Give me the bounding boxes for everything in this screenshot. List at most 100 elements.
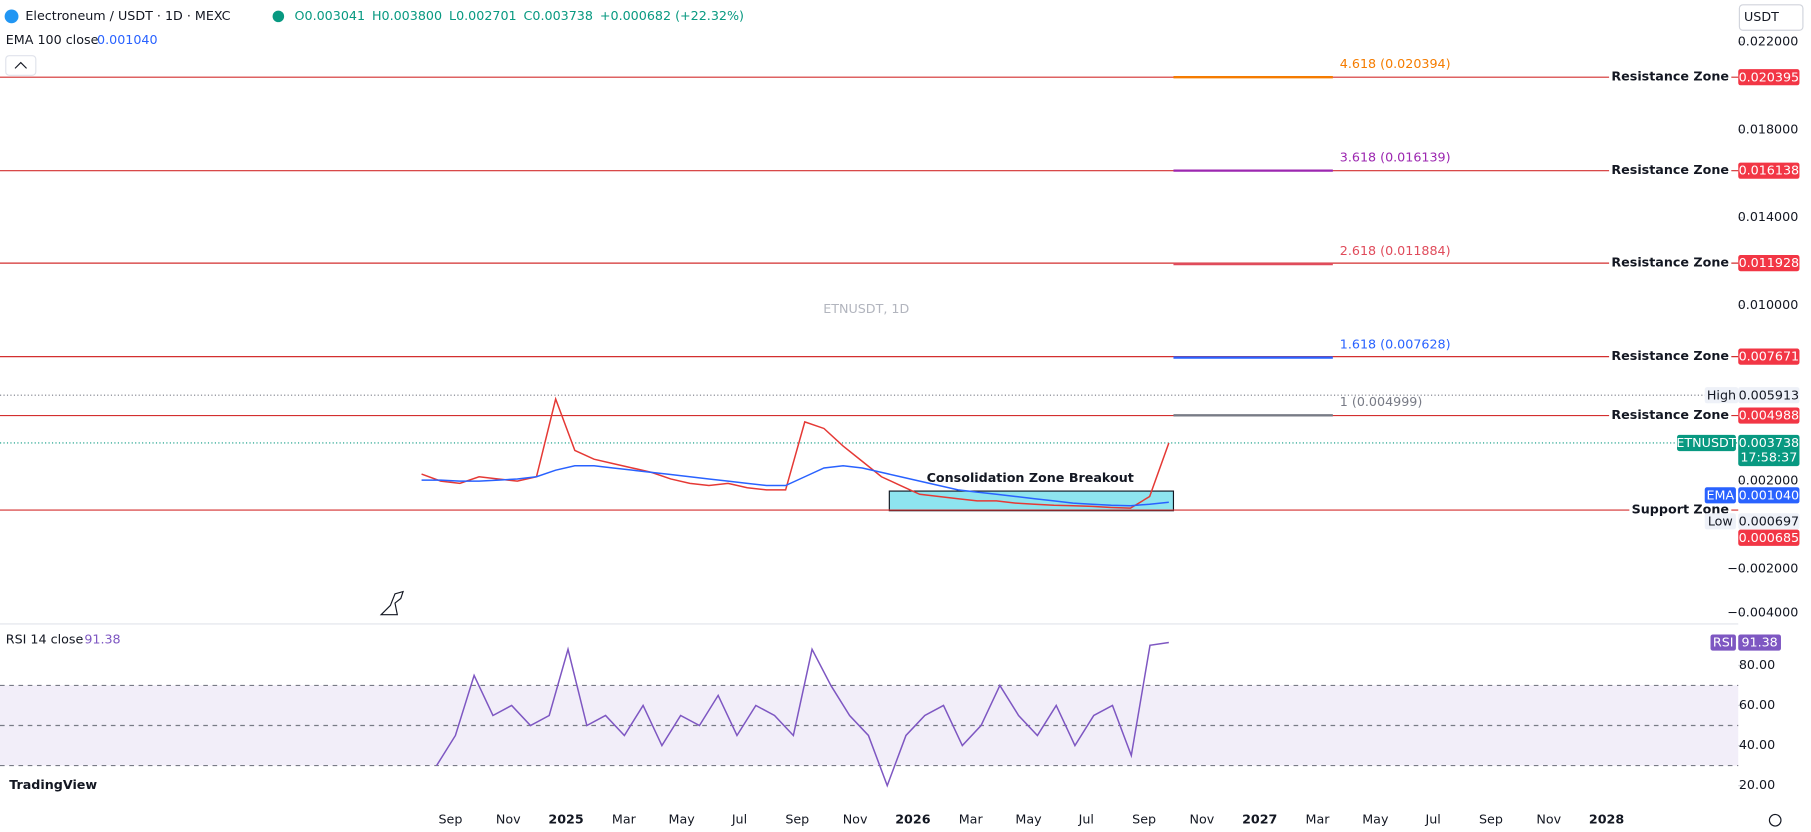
zone-badge-bg <box>1738 255 1800 272</box>
zone-badge: 0.004988 <box>1739 408 1800 423</box>
zone-badge-bg <box>1738 407 1800 424</box>
ohlc-value: C0.003738 <box>524 8 593 23</box>
y-tick-label: −0.002000 <box>1727 560 1798 575</box>
logo: TradingView <box>9 777 97 792</box>
zone-name: Resistance Zone <box>1611 407 1729 422</box>
zone-badge-bg <box>1738 348 1800 365</box>
collapse-button[interactable] <box>5 55 37 76</box>
zone-name: Resistance Zone <box>1611 255 1729 270</box>
x-tick-label: Nov <box>1190 812 1215 827</box>
zone-name: Resistance Zone <box>1611 162 1729 177</box>
mascot-icon <box>379 590 404 616</box>
high-name-bg <box>1704 387 1739 404</box>
x-tick-label: Jul <box>1424 812 1440 827</box>
series-line <box>421 396 1170 509</box>
price-name: ETNUSDT <box>1676 435 1736 450</box>
high-badge-bg <box>1738 387 1800 404</box>
low-name: Low <box>1708 513 1733 528</box>
zone-name: Resistance Zone <box>1611 69 1729 84</box>
x-tick-label: 2027 <box>1242 812 1277 827</box>
y-tick-label: 0.018000 <box>1738 121 1799 136</box>
x-tick-label: Mar <box>959 812 984 827</box>
series-line <box>435 641 1169 788</box>
ema-legend: EMA 100 close <box>6 32 99 47</box>
y-tick-label: 0.002000 <box>1738 473 1799 488</box>
status-dot <box>272 10 285 23</box>
low-name-bg <box>1704 513 1736 530</box>
high-name: High <box>1707 387 1736 402</box>
fib-label: 2.618 (0.011884) <box>1340 243 1451 258</box>
y-tick-label: 60.00 <box>1739 697 1775 712</box>
ema-name: EMA <box>1707 487 1735 502</box>
fib-label: 3.618 (0.016139) <box>1340 149 1451 164</box>
rsi-legend: RSI 14 close <box>6 632 84 647</box>
rsi-badge-bg <box>1738 634 1781 651</box>
currency: USDT <box>1744 9 1779 24</box>
zone-name-bg <box>1609 407 1732 423</box>
price-badge: 0.003738 <box>1739 435 1800 450</box>
collapse-icon <box>14 61 27 69</box>
x-tick-label: Mar <box>612 812 637 827</box>
low-badge: 0.000697 <box>1739 513 1800 528</box>
x-tick-label: 2028 <box>1589 812 1624 827</box>
zone-badge: 0.007671 <box>1739 349 1800 364</box>
zone-name-bg <box>1609 254 1732 270</box>
y-tick-label: 80.00 <box>1739 657 1775 672</box>
y-tick-label: −0.004000 <box>1727 604 1798 619</box>
symbol: Electroneum / USDT · 1D · MEXC <box>25 8 230 23</box>
zone-badge: 0.016138 <box>1739 163 1800 178</box>
x-tick-label: Nov <box>1536 812 1561 827</box>
x-tick-label: Nov <box>843 812 868 827</box>
fib-label: 1.618 (0.007628) <box>1340 336 1451 351</box>
y-tick-label: 20.00 <box>1739 777 1775 792</box>
rsi-badge: 91.38 <box>1741 635 1777 650</box>
x-tick-label: Jul <box>731 812 747 827</box>
x-tick-label: Sep <box>438 812 462 827</box>
settings-icon[interactable] <box>1768 813 1782 827</box>
rsi-name-bg <box>1710 634 1736 651</box>
currency-select[interactable] <box>1738 4 1804 31</box>
ohlc-value: +0.000682 (+22.32%) <box>600 8 744 23</box>
x-tick-label: 2025 <box>548 812 583 827</box>
series-line <box>421 465 1169 507</box>
x-tick-label: May <box>1362 812 1389 827</box>
price-badge-bg <box>1738 434 1800 467</box>
zone-badge-bg <box>1738 529 1800 546</box>
low-badge-bg <box>1738 513 1800 530</box>
x-tick-label: Sep <box>1132 812 1156 827</box>
ohlc-value: O0.003041 <box>295 8 366 23</box>
zone-badge: 0.011928 <box>1739 255 1800 270</box>
zone-badge-bg <box>1738 162 1800 179</box>
fib-label: 1 (0.004999) <box>1340 394 1423 409</box>
price-name-bg <box>1677 434 1736 452</box>
x-tick-label: Nov <box>496 812 521 827</box>
annotation: Consolidation Zone Breakout <box>927 470 1134 485</box>
fib-label: 4.618 (0.020394) <box>1340 56 1451 71</box>
x-tick-label: 2026 <box>895 812 930 827</box>
x-tick-label: May <box>669 812 696 827</box>
consolidation-box <box>888 490 1175 512</box>
y-tick-label: 0.022000 <box>1738 33 1799 48</box>
zone-badge-bg <box>1738 69 1800 86</box>
zone-name-bg <box>1609 348 1732 364</box>
countdown: 17:58:37 <box>1740 449 1797 464</box>
zone-badge: 0.020395 <box>1739 69 1800 84</box>
ohlc-value: H0.003800 <box>372 8 442 23</box>
zone-name-bg <box>1609 68 1732 84</box>
y-tick-label: 0.010000 <box>1738 297 1799 312</box>
zone-name-bg <box>1609 162 1732 178</box>
ema-name-bg <box>1704 487 1736 504</box>
symbol-icon <box>4 9 19 24</box>
zone-name: Resistance Zone <box>1611 348 1729 363</box>
zone-name: Support Zone <box>1632 502 1729 517</box>
ema-badge: 0.001040 <box>1739 487 1800 502</box>
ohlc-value: L0.002701 <box>449 8 517 23</box>
ema-legend-value: 0.001040 <box>97 32 158 47</box>
rsi-legend-value: 91.38 <box>84 632 120 647</box>
x-tick-label: Jul <box>1078 812 1094 827</box>
rsi-name: RSI <box>1713 635 1734 650</box>
x-tick-label: Mar <box>1306 812 1331 827</box>
zone-badge: 0.000685 <box>1739 530 1800 545</box>
x-tick-label: Sep <box>785 812 809 827</box>
